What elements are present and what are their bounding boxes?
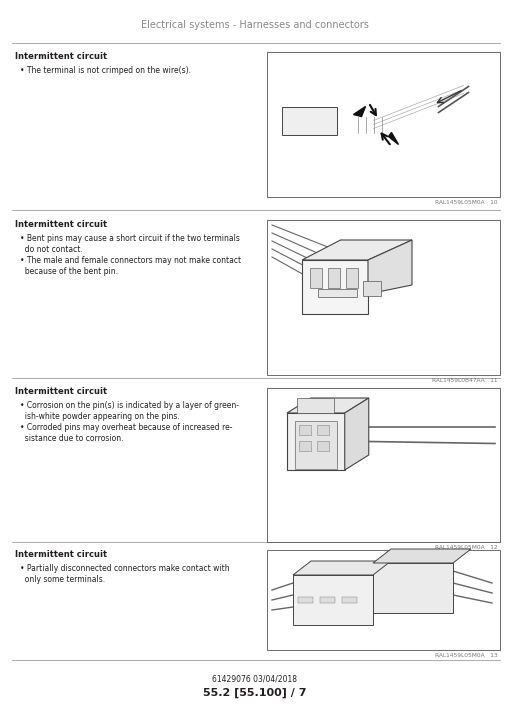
Bar xyxy=(317,441,328,451)
Bar xyxy=(267,220,499,375)
Text: Intermittent circuit: Intermittent circuit xyxy=(15,52,107,61)
Text: 55.2 [55.100] / 7: 55.2 [55.100] / 7 xyxy=(203,688,306,699)
Text: • Bent pins may cause a short circuit if the two terminals: • Bent pins may cause a short circuit if… xyxy=(20,234,239,243)
Bar xyxy=(317,425,328,435)
Polygon shape xyxy=(293,561,390,575)
Text: Intermittent circuit: Intermittent circuit xyxy=(15,387,107,396)
Bar xyxy=(319,597,334,603)
Text: Intermittent circuit: Intermittent circuit xyxy=(15,550,107,559)
Text: because of the bent pin.: because of the bent pin. xyxy=(20,267,118,276)
Polygon shape xyxy=(301,240,411,260)
Text: • The male and female connectors may not make contact: • The male and female connectors may not… xyxy=(20,256,241,265)
Bar xyxy=(309,268,321,288)
Polygon shape xyxy=(344,398,368,470)
Text: Electrical systems - Harnesses and connectors: Electrical systems - Harnesses and conne… xyxy=(141,20,368,30)
Polygon shape xyxy=(367,240,411,294)
Text: RAL1459L05M0A   13: RAL1459L05M0A 13 xyxy=(435,653,497,658)
Text: • The terminal is not crimped on the wire(s).: • The terminal is not crimped on the wir… xyxy=(20,66,191,75)
Bar xyxy=(298,425,310,435)
Bar xyxy=(294,421,336,469)
Text: • Partially disconnected connectors make contact with: • Partially disconnected connectors make… xyxy=(20,564,229,573)
Text: sistance due to corrosion.: sistance due to corrosion. xyxy=(20,434,123,443)
FancyBboxPatch shape xyxy=(281,106,336,134)
Polygon shape xyxy=(287,398,368,413)
Bar xyxy=(345,268,357,288)
Bar xyxy=(372,563,452,613)
Text: ish-white powder appearing on the pins.: ish-white powder appearing on the pins. xyxy=(20,412,179,421)
Text: do not contact.: do not contact. xyxy=(20,245,82,254)
Bar xyxy=(362,281,380,296)
Bar xyxy=(287,413,344,470)
Text: • Corrosion on the pin(s) is indicated by a layer of green-: • Corrosion on the pin(s) is indicated b… xyxy=(20,401,239,410)
Bar xyxy=(297,597,313,603)
Bar xyxy=(342,597,356,603)
Text: • Corroded pins may overheat because of increased re-: • Corroded pins may overheat because of … xyxy=(20,423,232,432)
Text: Intermittent circuit: Intermittent circuit xyxy=(15,220,107,229)
Text: RAL1459L05M0A   10: RAL1459L05M0A 10 xyxy=(435,200,497,205)
Polygon shape xyxy=(353,106,365,116)
Bar xyxy=(293,575,372,625)
Bar xyxy=(267,388,499,542)
Bar xyxy=(267,52,499,197)
Text: only some terminals.: only some terminals. xyxy=(20,575,105,584)
Bar xyxy=(318,289,356,297)
Polygon shape xyxy=(388,133,398,144)
Text: RAL1459L0B47AA   11: RAL1459L0B47AA 11 xyxy=(432,378,497,383)
Bar xyxy=(297,398,333,413)
Text: RAL1459L05M0A   12: RAL1459L05M0A 12 xyxy=(435,545,497,550)
Bar xyxy=(327,268,340,288)
Bar xyxy=(301,260,367,314)
Bar xyxy=(298,441,310,451)
Bar xyxy=(267,550,499,650)
Text: 61429076 03/04/2018: 61429076 03/04/2018 xyxy=(212,675,297,684)
Polygon shape xyxy=(372,549,470,563)
